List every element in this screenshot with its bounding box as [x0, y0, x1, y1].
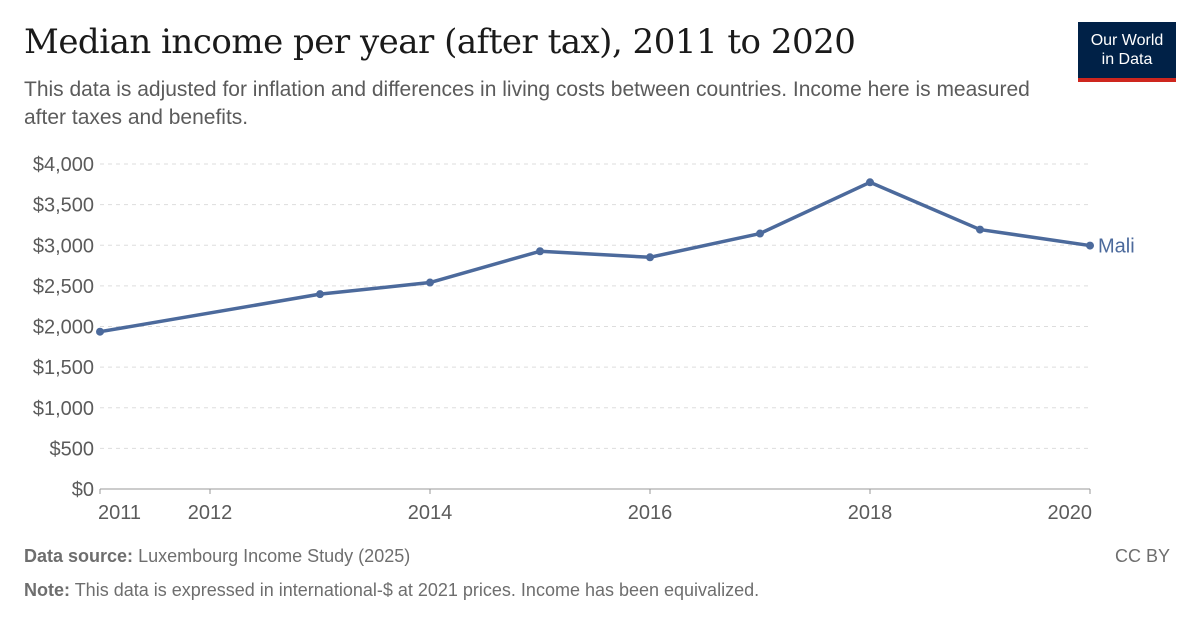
note-text: This data is expressed in international-…	[74, 580, 760, 600]
x-tick-label: 2018	[848, 502, 893, 524]
y-tick-label: $0	[72, 479, 94, 501]
chart-subtitle: This data is adjusted for inflation and …	[24, 78, 1030, 129]
data-point	[976, 225, 984, 234]
x-tick-label: 2016	[628, 502, 673, 524]
data-point	[1086, 241, 1094, 250]
series-label: Mali	[1098, 236, 1135, 258]
note-label: Note:	[24, 580, 70, 600]
data-point	[426, 278, 434, 287]
chart-title: Median income per year (after tax), 2011…	[24, 22, 856, 62]
data-point	[96, 327, 104, 336]
source-text[interactable]: Luxembourg Income Study (2025)	[138, 546, 411, 566]
data-point	[316, 290, 324, 299]
logo-text: Our World in Data	[1090, 32, 1164, 68]
source-label: Data source:	[24, 546, 134, 566]
y-tick-label: $3,000	[33, 235, 94, 257]
y-tick-label: $1,500	[33, 357, 94, 379]
x-tick-label: 2012	[188, 502, 233, 524]
note: Note: This data is expressed in internat…	[24, 580, 759, 601]
license[interactable]: CC BY	[1114, 546, 1170, 566]
y-tick-label: $500	[50, 438, 95, 460]
y-tick-label: $1,000	[33, 398, 94, 420]
y-tick-label: $2,000	[33, 317, 94, 339]
data-point	[646, 253, 654, 262]
data-point	[756, 229, 764, 238]
x-tick-label: 2014	[408, 502, 453, 524]
y-tick-label: $2,500	[33, 276, 94, 298]
y-tick-label: $3,500	[33, 195, 94, 217]
y-tick-label: $4,000	[33, 154, 94, 176]
data-point	[866, 178, 874, 187]
x-tick-label: 2020	[1048, 502, 1093, 524]
x-tick-label: 2011	[98, 502, 141, 524]
data-point	[536, 247, 544, 256]
data-source: Data source: Luxembourg Income Study (20…	[24, 546, 410, 567]
owid-logo[interactable]: Our World in Data	[1078, 22, 1176, 82]
